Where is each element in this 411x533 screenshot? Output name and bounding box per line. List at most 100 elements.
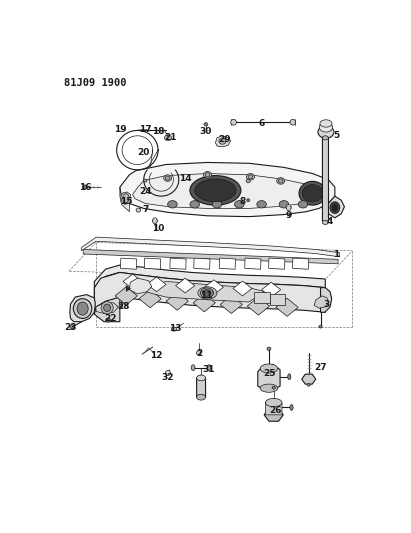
Ellipse shape	[247, 199, 250, 201]
Polygon shape	[83, 249, 338, 264]
Text: 7: 7	[142, 205, 148, 214]
Polygon shape	[70, 295, 95, 322]
Ellipse shape	[207, 365, 211, 370]
Bar	[293, 258, 309, 269]
Bar	[120, 258, 137, 269]
Polygon shape	[220, 295, 242, 313]
Text: 19: 19	[113, 125, 126, 134]
Text: 11: 11	[200, 292, 212, 300]
Ellipse shape	[266, 399, 282, 407]
Ellipse shape	[219, 138, 226, 144]
Polygon shape	[193, 294, 215, 312]
Ellipse shape	[267, 347, 271, 350]
Polygon shape	[261, 282, 281, 297]
Ellipse shape	[165, 176, 170, 180]
Ellipse shape	[288, 374, 291, 379]
Ellipse shape	[104, 304, 111, 311]
Polygon shape	[82, 237, 339, 257]
Ellipse shape	[123, 193, 129, 203]
Ellipse shape	[205, 173, 210, 177]
Polygon shape	[286, 205, 291, 211]
Ellipse shape	[302, 184, 323, 202]
Polygon shape	[115, 287, 137, 305]
Polygon shape	[121, 192, 131, 204]
Polygon shape	[254, 292, 270, 303]
Text: 18: 18	[152, 127, 164, 136]
Polygon shape	[95, 265, 326, 288]
Polygon shape	[141, 281, 265, 302]
Text: 13: 13	[169, 324, 182, 333]
Ellipse shape	[322, 136, 328, 140]
Ellipse shape	[167, 135, 171, 140]
Polygon shape	[126, 286, 130, 292]
Ellipse shape	[277, 177, 285, 184]
Ellipse shape	[152, 219, 157, 223]
Text: 15: 15	[120, 197, 132, 206]
Ellipse shape	[290, 119, 296, 125]
Bar	[170, 258, 186, 269]
Ellipse shape	[203, 290, 211, 296]
Ellipse shape	[257, 200, 266, 208]
Text: 28: 28	[117, 302, 129, 311]
Polygon shape	[204, 280, 224, 295]
Ellipse shape	[198, 287, 217, 299]
Ellipse shape	[191, 365, 195, 370]
Polygon shape	[96, 303, 118, 313]
Ellipse shape	[119, 304, 123, 308]
Polygon shape	[314, 296, 328, 308]
Polygon shape	[264, 408, 283, 421]
Polygon shape	[95, 272, 326, 314]
Polygon shape	[321, 288, 332, 312]
Ellipse shape	[101, 302, 113, 314]
Polygon shape	[147, 277, 166, 292]
Polygon shape	[270, 294, 286, 305]
Text: 26: 26	[270, 406, 282, 415]
Text: 24: 24	[139, 187, 152, 196]
Polygon shape	[166, 292, 188, 310]
Ellipse shape	[196, 375, 206, 381]
Polygon shape	[258, 365, 280, 390]
Ellipse shape	[247, 174, 254, 180]
Ellipse shape	[260, 384, 278, 392]
Ellipse shape	[272, 386, 275, 389]
Polygon shape	[215, 136, 231, 147]
Polygon shape	[175, 278, 195, 293]
Ellipse shape	[195, 179, 236, 201]
Ellipse shape	[246, 179, 250, 183]
Ellipse shape	[307, 384, 310, 386]
Ellipse shape	[77, 302, 88, 315]
Ellipse shape	[212, 200, 222, 208]
Ellipse shape	[201, 289, 213, 297]
Ellipse shape	[168, 200, 177, 208]
Text: 14: 14	[179, 174, 192, 183]
Bar	[245, 258, 261, 269]
Text: 8: 8	[239, 197, 246, 206]
Polygon shape	[120, 163, 335, 216]
Text: 6: 6	[259, 119, 265, 128]
Ellipse shape	[196, 394, 206, 400]
Ellipse shape	[319, 122, 332, 132]
Polygon shape	[120, 187, 129, 212]
Ellipse shape	[298, 200, 308, 208]
Ellipse shape	[260, 364, 278, 373]
Ellipse shape	[196, 351, 201, 355]
Ellipse shape	[322, 220, 328, 224]
Polygon shape	[276, 298, 298, 317]
Polygon shape	[233, 281, 252, 296]
Polygon shape	[266, 399, 282, 415]
Text: 2: 2	[196, 349, 203, 358]
Ellipse shape	[231, 119, 236, 125]
Polygon shape	[196, 375, 206, 400]
Polygon shape	[123, 274, 142, 289]
Text: 21: 21	[164, 133, 177, 142]
Text: 4: 4	[327, 217, 333, 227]
Polygon shape	[95, 272, 120, 322]
Ellipse shape	[190, 175, 241, 205]
Ellipse shape	[286, 206, 291, 209]
Text: 23: 23	[64, 323, 77, 332]
Ellipse shape	[330, 202, 339, 213]
Ellipse shape	[278, 179, 283, 183]
Ellipse shape	[279, 200, 289, 208]
Polygon shape	[323, 136, 328, 223]
Bar	[144, 258, 161, 269]
